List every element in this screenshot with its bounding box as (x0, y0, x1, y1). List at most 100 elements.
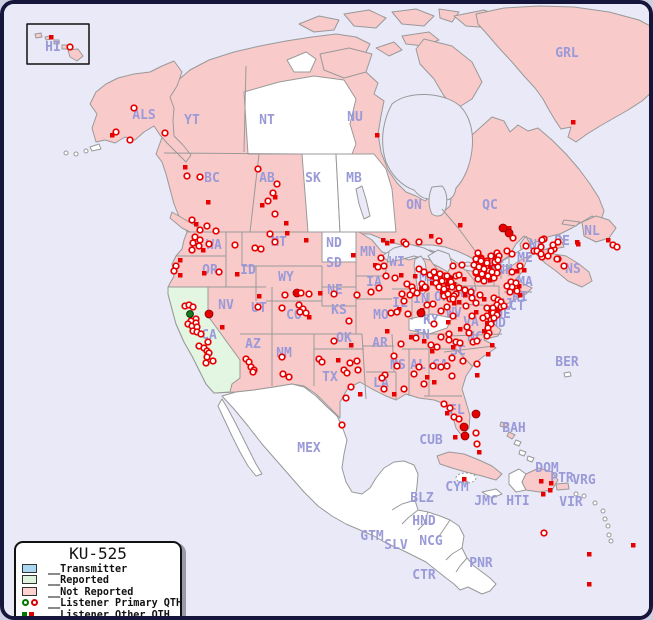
listener-primary-qth-dot (455, 284, 463, 292)
listener-primary-qth-dot (509, 234, 517, 242)
listener-primary-qth-dot (191, 233, 199, 241)
legend-label: __Listener Other QTH (48, 607, 170, 620)
region-label-nv: NV (218, 298, 234, 313)
listener-primary-qth-dot (488, 268, 496, 276)
listener-primary-qth-dot (271, 210, 279, 218)
listener-other-qth-dot (375, 133, 380, 138)
listener-other-qth-dot (446, 320, 451, 325)
listener-other-qth-dot (178, 273, 183, 278)
mexico-central-america (221, 383, 497, 595)
legend-label: __Reported (48, 573, 109, 587)
listener-primary-qth-dot (483, 259, 491, 267)
listener-other-qth-dot (178, 258, 183, 263)
region-label-on: ON (406, 198, 422, 213)
listener-primary-qth-dot (393, 362, 401, 370)
region-label-cym: CYM (445, 480, 469, 495)
central-america-borders (391, 499, 468, 573)
listener-primary-qth-dot (231, 241, 239, 249)
listener-primary-qth-dot (423, 301, 431, 309)
listener-other-qth-dot (260, 203, 265, 208)
region-label-jmc: JMC (474, 494, 497, 509)
listener-primary-qth-dot (494, 256, 502, 264)
listener-other-qth-dot (390, 239, 395, 244)
listener-primary-qth-dot (430, 320, 438, 328)
listener-other-qth-dot (548, 488, 553, 493)
lesser-antilles (573, 491, 614, 544)
listener-other-qth-dot (194, 222, 199, 227)
legend-marker (22, 599, 48, 607)
legend-marker (22, 611, 48, 616)
region-label-me: ME (517, 251, 533, 266)
listener-other-qth-dot (493, 255, 498, 260)
cuba (436, 451, 503, 481)
listener-other-qth-dot (110, 133, 115, 138)
listener-other-qth-dot (539, 479, 544, 484)
listener-other-qth-dot (482, 329, 487, 334)
listener-green-dot (186, 310, 194, 318)
listener-other-qth-dot (385, 241, 390, 246)
listener-primary-qth-dot (503, 282, 511, 290)
listener-other-qth-dot (518, 293, 523, 298)
greenland (475, 5, 649, 143)
listener-primary-qth-dot (295, 301, 303, 309)
region-label-ct: CT (509, 299, 525, 314)
listener-primary-qth-dot (554, 238, 562, 246)
listener-other-qth-dot (445, 411, 450, 416)
listener-other-qth-dot (482, 297, 487, 302)
region-label-mex: MEX (297, 441, 321, 456)
listener-other-qth-dot (463, 293, 468, 298)
listener-other-qth-dot (257, 294, 262, 299)
listener-other-qth-dot (462, 277, 467, 282)
region-label-als: ALS (132, 108, 156, 123)
listener-other-qth-dot (285, 231, 290, 236)
region-label-sd: SD (326, 256, 342, 271)
listener-primary-qth-dot (271, 238, 279, 246)
listener-primary-qth-dot (130, 104, 138, 112)
listener-primary-qth-dot (278, 353, 286, 361)
listener-primary-qth-dot (251, 244, 259, 252)
listener-primary-qth-dot (112, 128, 120, 136)
listener-primary-qth-dot (445, 330, 453, 338)
listener-primary-qth-dot (343, 369, 351, 377)
listener-primary-qth-dot (390, 352, 398, 360)
listener-primary-qth-dot (483, 304, 491, 312)
listener-primary-qth-dot (196, 173, 204, 181)
region-label-ok: OK (336, 331, 352, 346)
listener-primary-qth-dot (421, 283, 429, 291)
region-label-vrg: VRG (572, 473, 596, 488)
listener-primary-qth-dot (195, 242, 203, 250)
listener-primary-qth-dot (540, 529, 548, 537)
listener-other-qth-dot (284, 221, 289, 226)
listener-primary-qth-dot (480, 277, 488, 285)
region-label-hnd: HND (412, 514, 436, 529)
listener-primary-qth-dot (449, 262, 457, 270)
listener-primary-qth-dot (472, 299, 480, 307)
aleutian-islands (63, 143, 102, 157)
listener-primary-qth-dot (367, 288, 375, 296)
listener-primary-qth-dot (302, 309, 310, 317)
listener-primary-qth-dot (296, 308, 304, 316)
listener-primary-qth-dot (380, 385, 388, 393)
listener-primary-qth-dot (403, 280, 411, 288)
listener-other-qth-dot (571, 120, 576, 125)
region-label-wi: WI (389, 255, 405, 270)
listener-primary-qth-dot (338, 421, 346, 429)
listener-primary-qth-dot (415, 238, 423, 246)
listener-other-qth-dot (549, 481, 554, 486)
puerto-rico (555, 482, 570, 491)
listener-other-qth-dot (541, 492, 546, 497)
listener-primary-qth-dot (462, 302, 470, 310)
listener-primary-qth-dot (430, 268, 438, 276)
listener-other-qth-dot (430, 349, 435, 354)
listener-primary-qth-dot (318, 358, 326, 366)
legend-row-1: __Reported (22, 573, 174, 587)
listener-other-qth-dot (201, 248, 206, 253)
legend-marker (22, 563, 48, 573)
listener-other-qth-dot (49, 35, 54, 40)
listener-primary-qth-dot (433, 343, 441, 351)
listener-other-qth-dot (458, 327, 463, 332)
listener-primary-qth-dot (437, 363, 445, 371)
listener-primary-qth-dot (456, 339, 464, 347)
listener-primary-qth-dot (429, 300, 437, 308)
